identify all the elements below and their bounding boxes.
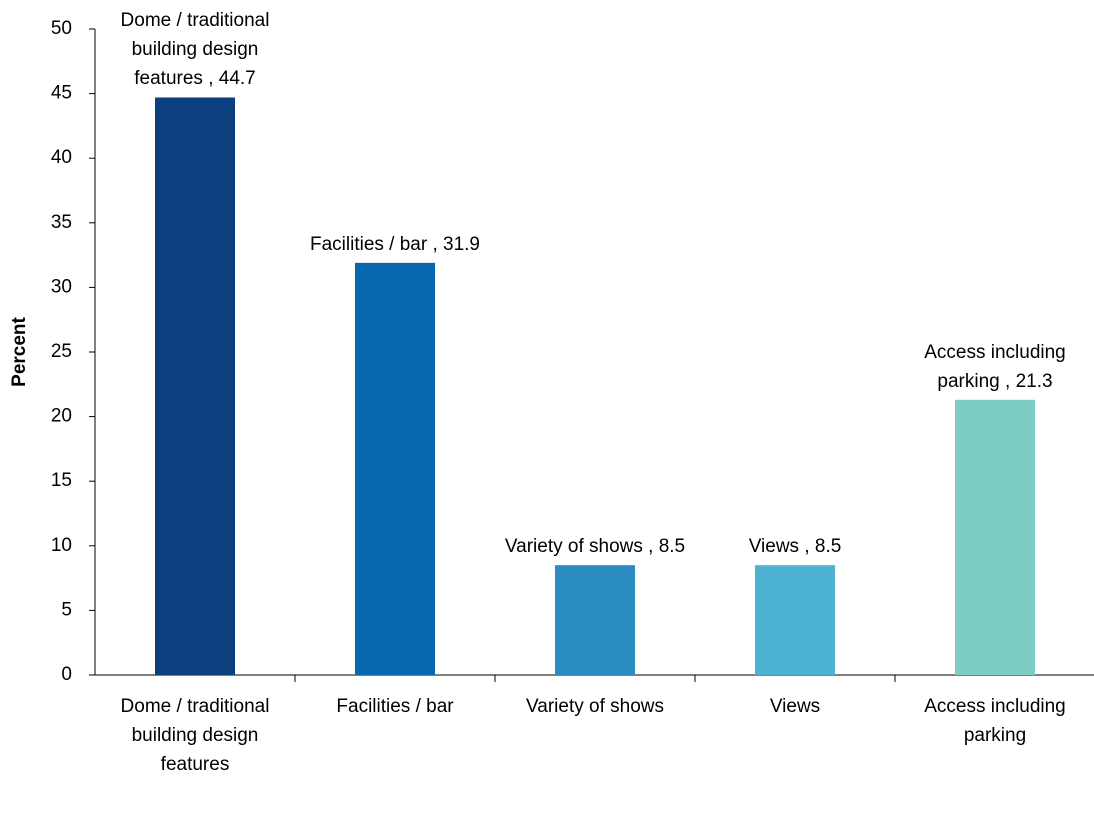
data-label: Views , 8.5 — [748, 536, 842, 558]
y-tick-label: 0 — [61, 664, 72, 685]
bar — [755, 565, 835, 675]
y-tick-label: 50 — [51, 18, 72, 39]
bar — [155, 97, 235, 675]
y-tick-label: 10 — [51, 535, 72, 556]
bar — [955, 399, 1035, 675]
y-tick-label: 45 — [51, 83, 72, 104]
x-tick-label: Dome / traditional building design featu… — [120, 696, 270, 775]
x-tick-label: Variety of shows — [526, 696, 664, 717]
data-label: Facilities / bar , 31.9 — [309, 233, 481, 255]
bar — [555, 565, 635, 675]
y-tick-label: 20 — [51, 406, 72, 427]
x-tick-label: Access including parking — [924, 696, 1066, 746]
data-label: Access including parking , 21.3 — [924, 341, 1066, 392]
y-tick-label: 15 — [51, 470, 72, 491]
data-label: Variety of shows , 8.5 — [504, 536, 686, 558]
data-label: Dome / traditional building design featu… — [120, 10, 270, 90]
y-tick-label: 30 — [51, 276, 72, 297]
bar — [355, 262, 435, 675]
y-tick-label: 5 — [61, 599, 72, 620]
y-axis-label: Percent — [9, 316, 30, 386]
x-tick-label: Facilities / bar — [336, 696, 454, 717]
x-tick-label: Views — [769, 696, 821, 717]
y-tick-label: 40 — [51, 147, 72, 168]
y-tick-label: 35 — [51, 212, 72, 233]
y-tick-label: 25 — [51, 341, 72, 362]
